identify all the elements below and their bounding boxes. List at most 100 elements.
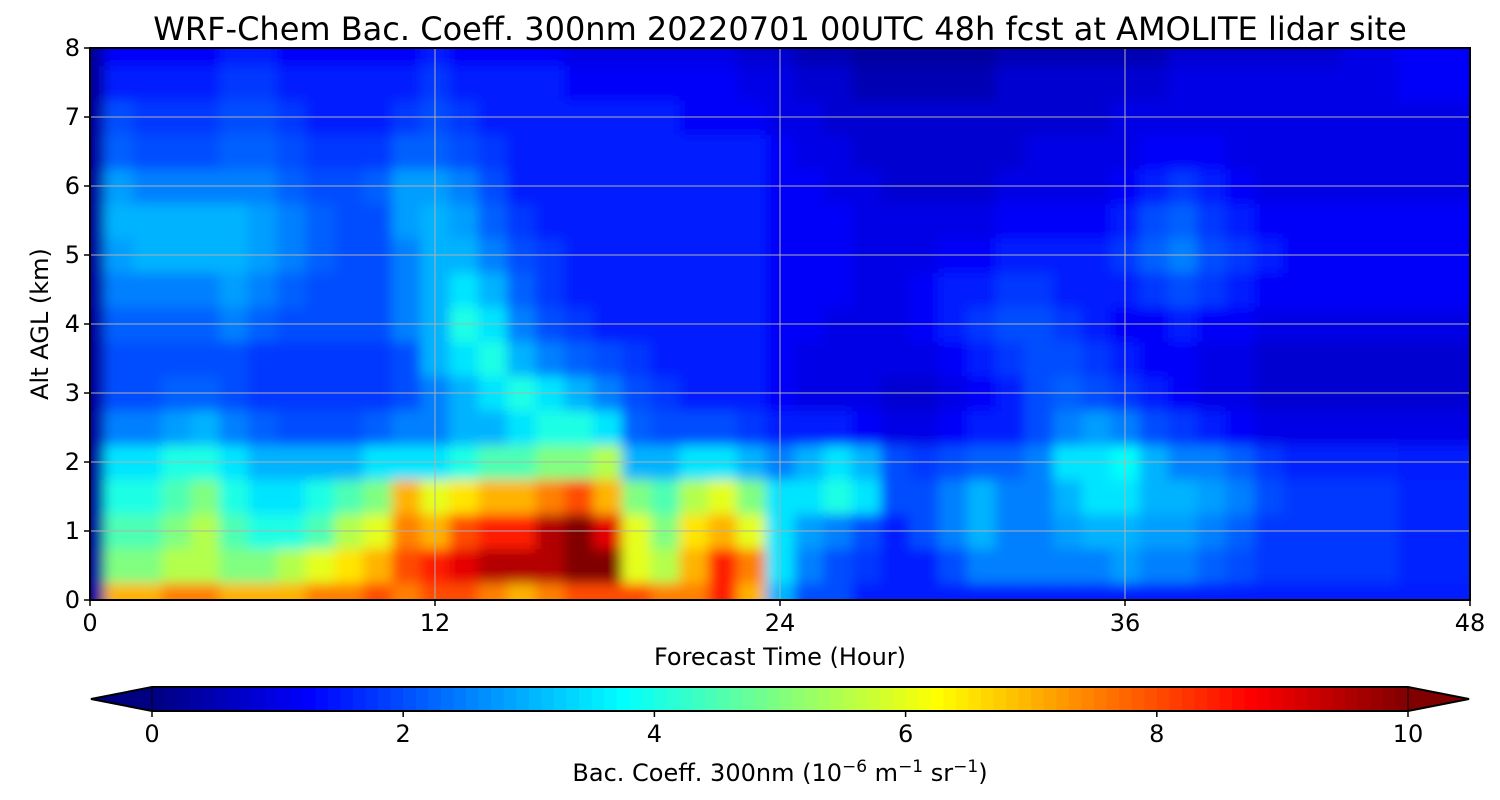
heatmap-cell: [305, 272, 335, 308]
colorbar-segment: [1395, 687, 1409, 711]
heatmap-cell: [650, 65, 680, 101]
heatmap-cell: [363, 134, 393, 170]
heatmap-cell: [938, 65, 968, 101]
heatmap-cell: [1139, 582, 1169, 600]
heatmap-cell: [794, 548, 824, 584]
heatmap-cell: [794, 272, 824, 308]
heatmap-cell: [593, 48, 623, 66]
heatmap-cell: [1283, 203, 1313, 239]
heatmap-cell: [1340, 203, 1370, 239]
heatmap-cell: [995, 479, 1025, 515]
heatmap-cell: [1398, 48, 1428, 66]
colorbar-segment: [692, 687, 706, 711]
colorbar-segment: [1207, 687, 1221, 711]
heatmap-cell: [966, 65, 997, 101]
heatmap-cell: [621, 479, 652, 515]
heatmap-cell: [966, 203, 997, 239]
heatmap-cell: [1196, 203, 1227, 239]
colorbar-segment: [327, 687, 341, 711]
heatmap-cell: [1398, 341, 1428, 377]
heatmap-cell: [909, 479, 939, 515]
heatmap-cell: [248, 65, 278, 101]
heatmap-cell: [1283, 134, 1313, 170]
heatmap-cell: [276, 48, 307, 66]
heatmap-cell: [190, 48, 220, 66]
heatmap-cell: [995, 134, 1025, 170]
heatmap-cell: [1081, 272, 1112, 308]
heatmap-cell: [190, 341, 220, 377]
heatmap-cell: [966, 48, 997, 66]
heatmap-cell: [621, 410, 652, 446]
heatmap-cell: [1283, 410, 1313, 446]
heatmap-cell: [449, 341, 479, 377]
heatmap-cell: [535, 582, 565, 600]
heatmap-cell: [1283, 341, 1313, 377]
colorbar-segment: [918, 687, 932, 711]
heatmap-cell: [161, 134, 192, 170]
heatmap-cell: [650, 410, 680, 446]
colorbar-segment: [980, 687, 995, 711]
heatmap-cell: [363, 582, 393, 600]
heatmap-cell: [794, 341, 824, 377]
heatmap-cell: [880, 548, 910, 584]
heatmap-cell: [564, 272, 594, 308]
colorbar-segment: [1131, 687, 1145, 711]
colorbar-ticks: 0 2 4 6 8 10: [144, 711, 1423, 748]
heatmap-cell: [564, 341, 594, 377]
heatmap-cell: [1311, 134, 1342, 170]
y-tick-label: 4: [65, 310, 80, 338]
heatmap-cell: [593, 548, 623, 584]
heatmap-cell: [1196, 341, 1227, 377]
heatmap-cell: [1139, 134, 1169, 170]
heatmap-cell: [90, 272, 105, 308]
heatmap-cell: [161, 548, 192, 584]
heatmap-cell: [1398, 65, 1428, 101]
heatmap-cell: [938, 341, 968, 377]
heatmap-cell: [1311, 582, 1342, 600]
colorbar-segment: [817, 687, 831, 711]
heatmap-cell: [1168, 410, 1198, 446]
colorbar-segment: [503, 687, 517, 711]
colorbar-segment: [604, 687, 618, 711]
heatmap-cell: [966, 410, 997, 446]
colorbar-segments: [152, 687, 1409, 711]
heatmap-cell: [966, 548, 997, 584]
heatmap-cell: [1053, 134, 1083, 170]
heatmap-cell: [305, 548, 335, 584]
colorbar-segment: [1370, 687, 1384, 711]
heatmap-cell: [104, 203, 134, 239]
heatmap-cell: [1196, 548, 1227, 584]
heatmap-cell: [1283, 48, 1313, 66]
heatmap-cell: [851, 341, 882, 377]
heatmap-cell: [851, 48, 882, 66]
heatmap-cell: [1340, 341, 1370, 377]
heatmap-cell: [449, 582, 479, 600]
heatmap-cell: [1369, 48, 1399, 66]
heatmap-cell: [650, 341, 680, 377]
heatmap-cell: [506, 341, 537, 377]
heatmap-cell: [478, 341, 508, 377]
heatmap-cell: [1369, 272, 1399, 308]
heatmap-cell: [1225, 410, 1255, 446]
heatmap-cell: [1340, 410, 1370, 446]
colorbar-tick-label: 2: [396, 720, 411, 748]
heatmap-cell: [1168, 341, 1198, 377]
heatmap-cell: [90, 65, 105, 101]
heatmap-cell: [161, 48, 192, 66]
heatmap-cell: [909, 582, 939, 600]
colorbar-segment: [1194, 687, 1208, 711]
heatmap-cell: [133, 65, 163, 101]
y-tick-label: 8: [65, 34, 80, 62]
heatmap-cell: [133, 134, 163, 170]
heatmap-cell: [90, 582, 105, 600]
colorbar-segment: [390, 687, 404, 711]
colorbar-tick-label: 6: [898, 720, 913, 748]
heatmap-cell: [1455, 479, 1470, 515]
heatmap-cell: [1340, 272, 1370, 308]
heatmap-cell: [1196, 272, 1227, 308]
heatmap-cell: [1168, 203, 1198, 239]
colorbar-segment: [516, 687, 530, 711]
heatmap-cell: [305, 479, 335, 515]
heatmap-cell: [1168, 582, 1198, 600]
colorbar-segment: [491, 687, 505, 711]
